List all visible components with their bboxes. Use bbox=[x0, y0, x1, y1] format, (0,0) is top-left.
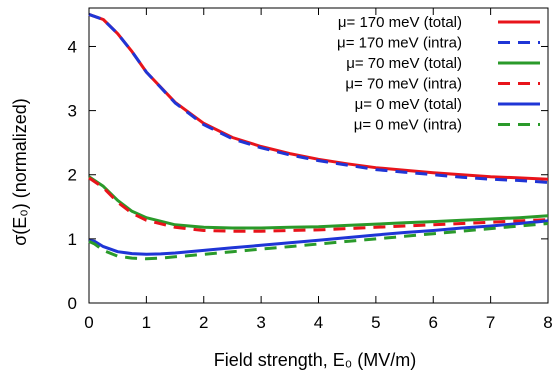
legend-label: μ= 170 meV (total) bbox=[338, 14, 462, 31]
x-tick-label: 7 bbox=[486, 313, 495, 332]
y-axis-label: σ(E₀) (normalized) bbox=[10, 98, 30, 246]
y-tick-label: 1 bbox=[68, 230, 77, 249]
y-tick-label: 0 bbox=[68, 294, 77, 313]
x-tick-label: 8 bbox=[543, 313, 552, 332]
series-line-6 bbox=[88, 222, 549, 261]
plot-frame bbox=[88, 7, 549, 304]
x-tick-label: 6 bbox=[429, 313, 438, 332]
x-axis-label: Field strength, E₀ (MV/m) bbox=[214, 350, 417, 370]
y-tick-label: 3 bbox=[68, 102, 77, 121]
series-line-3 bbox=[88, 175, 549, 230]
x-tick-label: 0 bbox=[84, 313, 93, 332]
y-tick-label: 2 bbox=[68, 166, 77, 185]
legend-label: μ= 170 meV (intra) bbox=[337, 35, 462, 52]
y-tick-label: 4 bbox=[68, 37, 77, 56]
x-tick-label: 4 bbox=[314, 313, 323, 332]
x-tick-label: 2 bbox=[199, 313, 208, 332]
legend-label: μ= 0 meV (intra) bbox=[354, 117, 462, 134]
legend-label: μ= 70 meV (intra) bbox=[345, 76, 462, 93]
series-line-5 bbox=[88, 219, 549, 256]
legend-label: μ= 0 meV (total) bbox=[355, 96, 462, 113]
x-tick-label: 3 bbox=[256, 313, 265, 332]
series-line-4 bbox=[88, 176, 549, 233]
series-line-1 bbox=[88, 12, 549, 181]
x-tick-label: 5 bbox=[371, 313, 380, 332]
x-tick-label: 1 bbox=[142, 313, 151, 332]
series-line-2 bbox=[88, 12, 549, 184]
legend-label: μ= 70 meV (total) bbox=[346, 55, 462, 72]
